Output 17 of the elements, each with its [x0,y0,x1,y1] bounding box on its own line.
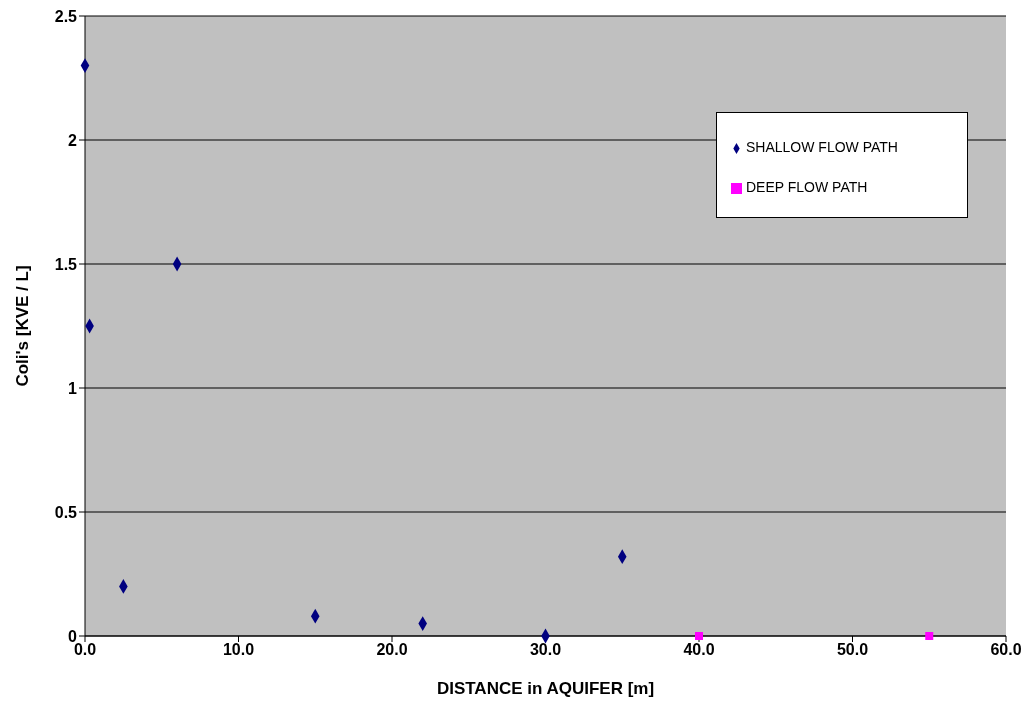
y-tick-label: 2.5 [54,7,78,25]
x-tick-label: 50.0 [836,641,869,659]
legend-label: SHALLOW FLOW PATH [746,139,898,155]
y-tick-label: 1 [68,379,78,397]
y-axis-title: Coli's [KVE / L] [13,265,33,387]
x-tick-label: 0.0 [73,641,97,659]
x-tick-label: 40.0 [683,641,715,659]
legend-label: DEEP FLOW PATH [746,179,868,195]
x-tick-label: 10.0 [222,641,255,659]
x-axis-title: DISTANCE in AQUIFER [m] [436,679,655,698]
y-tick-label: 0.5 [54,503,78,521]
y-tick-label: 1.5 [54,255,78,273]
point [925,632,934,640]
y-tick-label: 2 [68,131,78,149]
x-tick-label: 60.0 [990,641,1022,659]
x-tick-label: 30.0 [529,641,562,659]
x-tick-label: 20.0 [376,641,408,659]
